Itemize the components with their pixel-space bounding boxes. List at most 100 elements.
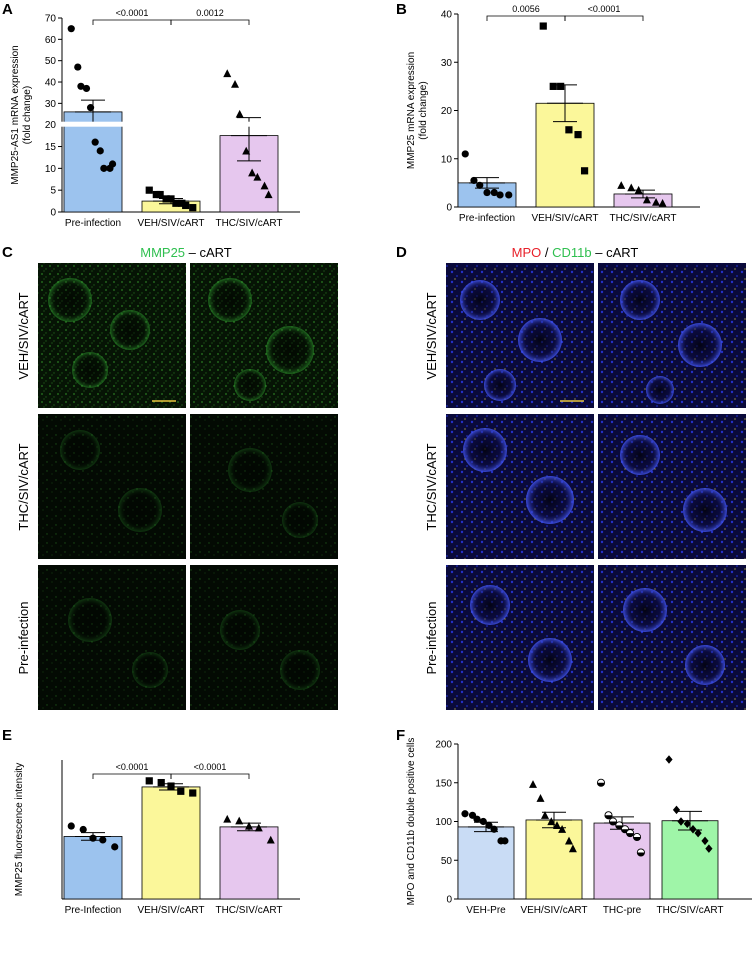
chart-f-ylabel-line-0: MPO and CD11b double positive cells — [406, 738, 417, 906]
chart-a-comparison-bracket-1 — [170, 19, 250, 25]
chart-f-xtick-label-3: THC/SIV/cART — [656, 905, 723, 916]
chart-f-point-1-1 — [536, 794, 545, 802]
chart-a-ytick-label-4: 20 — [45, 120, 57, 131]
panel-letter-f: F — [396, 727, 405, 744]
chart-a-ytick-label-2: 10 — [45, 164, 57, 175]
chart-b-ytick-label-0: 0 — [446, 203, 452, 214]
chart-b-point-0-3 — [483, 188, 491, 197]
panel-c-images — [38, 263, 338, 710]
chart-e-xtick-label-1: VEH/SIV/cART — [137, 905, 204, 916]
panel-d-title-a: MPO — [512, 245, 542, 260]
micrograph-c-pre-1 — [38, 565, 186, 710]
chart-a-point-2-2 — [235, 109, 244, 118]
chart-e-comparison-bracket-1 — [170, 773, 250, 779]
chart-e-point-2-0 — [223, 814, 232, 823]
chart-e-point-0-1 — [79, 825, 87, 834]
chart-a-point-0-2 — [77, 82, 85, 90]
panel-d-images — [446, 263, 746, 710]
panel-d-row-label-3: Pre-infection — [424, 602, 439, 675]
chart-b-ylabel-line-0: MMP25 mRNA expression — [406, 52, 417, 169]
chart-a-point-0-4 — [86, 104, 95, 112]
chart-a-point-0-3 — [82, 84, 91, 93]
chart-f-point-2-6 — [632, 832, 642, 842]
chart-f-point-1-6 — [565, 836, 573, 845]
chart-f-point-2-7-fill — [637, 852, 645, 857]
chart-f-point-2-1 — [604, 811, 613, 820]
chart-a-point-0-6 — [96, 147, 104, 155]
panel-letter-c: C — [2, 244, 13, 261]
chart-a-point-1-8 — [189, 204, 197, 212]
chart-b-xtick-label-1: VEH/SIV/cART — [531, 213, 598, 224]
chart-a-ytick-label-7: 50 — [45, 56, 57, 67]
chart-f-xtick-label-0: VEH-Pre — [466, 905, 506, 916]
chart-b-point-0-4 — [490, 188, 498, 197]
chart-b-point-2-0 — [617, 181, 626, 189]
chart-a-point-1-7 — [182, 201, 190, 210]
chart-a-xtick-label-1: VEH/SIV/cART — [137, 218, 204, 229]
chart-a-axis-break — [56, 121, 300, 127]
chart-b-point-0-0 — [461, 150, 469, 158]
chart-a-ytick-label-8: 60 — [45, 35, 57, 46]
chart-e-point-1-4 — [189, 789, 197, 797]
chart-f-point-3-3 — [683, 819, 691, 829]
chart-f-point-2-0 — [596, 778, 606, 787]
chart-f-point-0-0 — [461, 810, 469, 818]
chart-f-point-2-7 — [636, 848, 645, 857]
chart-a-point-1-3 — [162, 195, 170, 203]
chart-a-ylabel-line-0: MMP25-AS1 mRNA expression — [10, 45, 21, 185]
chart-a-ytick-label-9: 70 — [45, 14, 57, 25]
chart-a-point-1-4 — [167, 195, 175, 203]
chart-e-xtick-label-2: THC/SIV/cART — [215, 905, 282, 916]
chart-e-comparison-label-0: <0.0001 — [116, 762, 149, 772]
chart-f-point-0-2 — [473, 815, 481, 823]
panel-letter-a: A — [2, 1, 13, 18]
chart-f-ytick-label-4: 200 — [435, 740, 452, 751]
chart-f-bar-2 — [593, 822, 651, 900]
chart-f-point-0-5 — [490, 825, 498, 833]
chart-e-point-0-0 — [67, 822, 75, 830]
chart-b-point-0-2 — [476, 181, 484, 189]
chart-b-point-2-4 — [652, 197, 661, 206]
chart-panel-a: 0 5 10 15 20 30 40 50 60 70 MMP25-AS1 mRNA express… — [10, 8, 300, 229]
chart-f-bar-1 — [525, 819, 583, 900]
chart-a-point-1-6 — [178, 199, 186, 207]
chart-e-point-0-2 — [89, 834, 97, 842]
chart-a-point-0-7 — [100, 164, 108, 172]
chart-f-point-2-6-fill — [633, 837, 641, 841]
panel-d-title-sep: / — [541, 245, 552, 260]
chart-f-point-0-7 — [501, 837, 509, 845]
chart-a-point-2-5 — [253, 172, 262, 181]
chart-b-point-1-5 — [580, 167, 589, 175]
chart-panel-e: MMP25 fluorescence intensity Pre-Infectio… — [14, 760, 300, 916]
chart-a-ytick-label-3: 15 — [45, 142, 57, 153]
chart-b-point-0-1 — [470, 176, 478, 185]
chart-a-comparison-label-1: 0.0012 — [196, 8, 224, 18]
panel-letter-b: B — [396, 1, 407, 18]
panel-c-title-rest: – cART — [185, 245, 232, 260]
chart-b-point-1-4 — [574, 131, 582, 139]
chart-b-point-2-3 — [642, 195, 651, 204]
chart-a-point-0-1 — [74, 63, 82, 71]
micrograph-d-thc-1 — [446, 414, 594, 559]
micrograph-c-pre-2 — [190, 565, 338, 710]
chart-f-point-3-5 — [694, 828, 702, 838]
chart-b-xtick-label-2: THC/SIV/cART — [609, 213, 676, 224]
chart-e-bar-1 — [141, 786, 201, 900]
chart-a-point-2-6 — [260, 181, 269, 190]
chart-f-point-3-4 — [689, 825, 697, 834]
chart-b-xtick-label-0: Pre-infection — [459, 213, 515, 224]
panel-c-title: MMP25 – cART — [140, 245, 232, 260]
chart-a-point-1-5 — [172, 199, 180, 207]
chart-f-point-3-0 — [665, 755, 673, 764]
chart-f-point-2-0-fill — [597, 782, 605, 787]
chart-e-comparison-label-1: <0.0001 — [194, 762, 227, 772]
chart-b-comparison-bracket-0 — [486, 15, 566, 21]
chart-b-comparison-bracket-1 — [564, 15, 644, 21]
chart-a-ytick-label-5: 30 — [45, 99, 57, 110]
chart-f-ytick-label-3: 150 — [435, 778, 452, 789]
chart-f-point-1-3 — [547, 817, 556, 826]
chart-f-point-2-5-fill — [626, 833, 634, 837]
chart-f-point-0-3 — [479, 817, 487, 826]
chart-f-point-1-5 — [558, 825, 567, 833]
